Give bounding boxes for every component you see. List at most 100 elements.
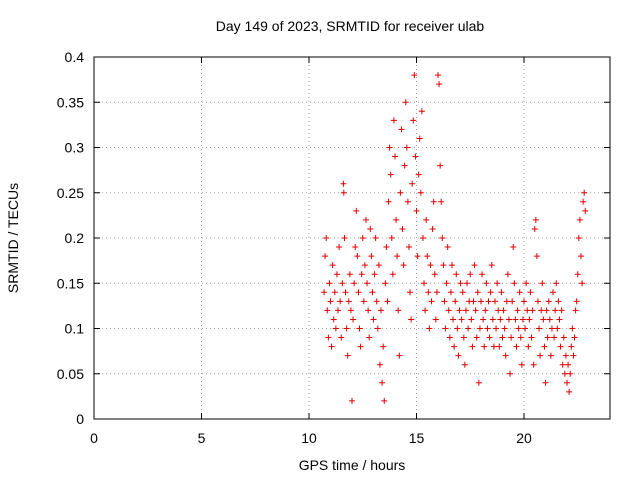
- data-point: [336, 244, 343, 251]
- data-point: [489, 316, 496, 323]
- data-point: [323, 235, 330, 241]
- data-point: [559, 361, 566, 368]
- y-tick-label: 0.3: [65, 140, 85, 156]
- data-point: [441, 298, 448, 305]
- data-point: [361, 262, 368, 269]
- data-point: [359, 235, 366, 241]
- data-point: [553, 280, 560, 287]
- data-point: [412, 153, 419, 160]
- data-point: [407, 289, 414, 296]
- data-point: [480, 316, 487, 323]
- y-tick-label: 0: [76, 411, 84, 427]
- data-point: [495, 307, 502, 314]
- grid-lines: [94, 57, 610, 419]
- data-point: [527, 289, 534, 296]
- y-tick-label: 0.35: [57, 94, 84, 110]
- data-point: [398, 126, 405, 133]
- data-point: [368, 253, 375, 260]
- data-point: [354, 253, 361, 260]
- data-point: [353, 207, 360, 214]
- data-point: [467, 271, 474, 278]
- data-point: [487, 289, 494, 296]
- data-point: [543, 307, 550, 314]
- data-point: [338, 334, 345, 341]
- data-point: [522, 325, 529, 332]
- data-point: [459, 289, 466, 296]
- data-point: [393, 216, 400, 223]
- data-point: [521, 298, 527, 305]
- data-point: [473, 334, 480, 341]
- y-tick-label: 0.05: [57, 366, 84, 382]
- data-point: [358, 271, 365, 278]
- data-point: [403, 144, 410, 151]
- data-point: [564, 379, 570, 386]
- data-point: [541, 343, 548, 350]
- data-point: [497, 316, 504, 323]
- data-point: [455, 352, 462, 359]
- data-point: [378, 307, 385, 314]
- data-point: [428, 298, 435, 305]
- data-point: [502, 352, 509, 359]
- y-tick-label: 0.4: [65, 49, 85, 65]
- data-point: [560, 334, 567, 341]
- data-point: [464, 280, 471, 287]
- data-point: [432, 316, 439, 323]
- data-point: [413, 207, 420, 214]
- data-point: [389, 271, 396, 278]
- y-tick-label: 0.1: [65, 321, 85, 337]
- data-point: [533, 253, 540, 260]
- data-point: [345, 298, 352, 305]
- x-tick-label: 10: [301, 430, 317, 446]
- data-point: [537, 352, 544, 359]
- data-point: [568, 343, 575, 350]
- data-point: [566, 388, 573, 395]
- data-point: [394, 253, 401, 260]
- data-point: [558, 307, 565, 314]
- data-point: [574, 271, 581, 278]
- data-point: [481, 343, 488, 350]
- data-point: [457, 280, 464, 287]
- y-axis: 0 0.05 0.1 0.15 0.2 0.25 0.3 0.35 0.4: [57, 49, 610, 427]
- data-point: [427, 262, 434, 269]
- data-point: [410, 117, 417, 124]
- data-point: [439, 235, 446, 241]
- data-point: [505, 316, 512, 323]
- data-point: [551, 334, 558, 341]
- data-point: [532, 216, 539, 223]
- data-point: [369, 289, 376, 296]
- data-point: [531, 225, 538, 232]
- data-point: [454, 325, 461, 332]
- y-tick-label: 0.2: [65, 230, 85, 246]
- data-point: [529, 307, 536, 314]
- data-point: [433, 289, 440, 296]
- data-point: [376, 361, 383, 368]
- data-point: [501, 325, 508, 332]
- data-point: [342, 289, 349, 296]
- data-point: [371, 271, 378, 278]
- data-point: [579, 280, 586, 287]
- data-point: [347, 307, 354, 314]
- data-point: [516, 289, 523, 296]
- data-point: [510, 244, 517, 251]
- data-point: [388, 235, 395, 241]
- data-point: [384, 298, 391, 305]
- data-point: [490, 343, 497, 350]
- data-point: [450, 316, 457, 323]
- data-point: [550, 289, 557, 296]
- data-point: [499, 334, 506, 341]
- data-point: [470, 298, 477, 305]
- data-point: [503, 298, 510, 305]
- data-point: [364, 280, 371, 287]
- data-point: [419, 235, 426, 241]
- x-tick-label: 20: [516, 430, 532, 446]
- data-point: [380, 343, 387, 350]
- data-point: [340, 189, 347, 196]
- data-point: [580, 198, 587, 205]
- data-point: [577, 253, 584, 260]
- data-point: [435, 72, 441, 79]
- data-point: [386, 144, 393, 151]
- data-point: [515, 325, 522, 332]
- data-point: [523, 280, 530, 287]
- x-axis-label: GPS time / hours: [299, 457, 406, 473]
- data-point: [567, 370, 574, 377]
